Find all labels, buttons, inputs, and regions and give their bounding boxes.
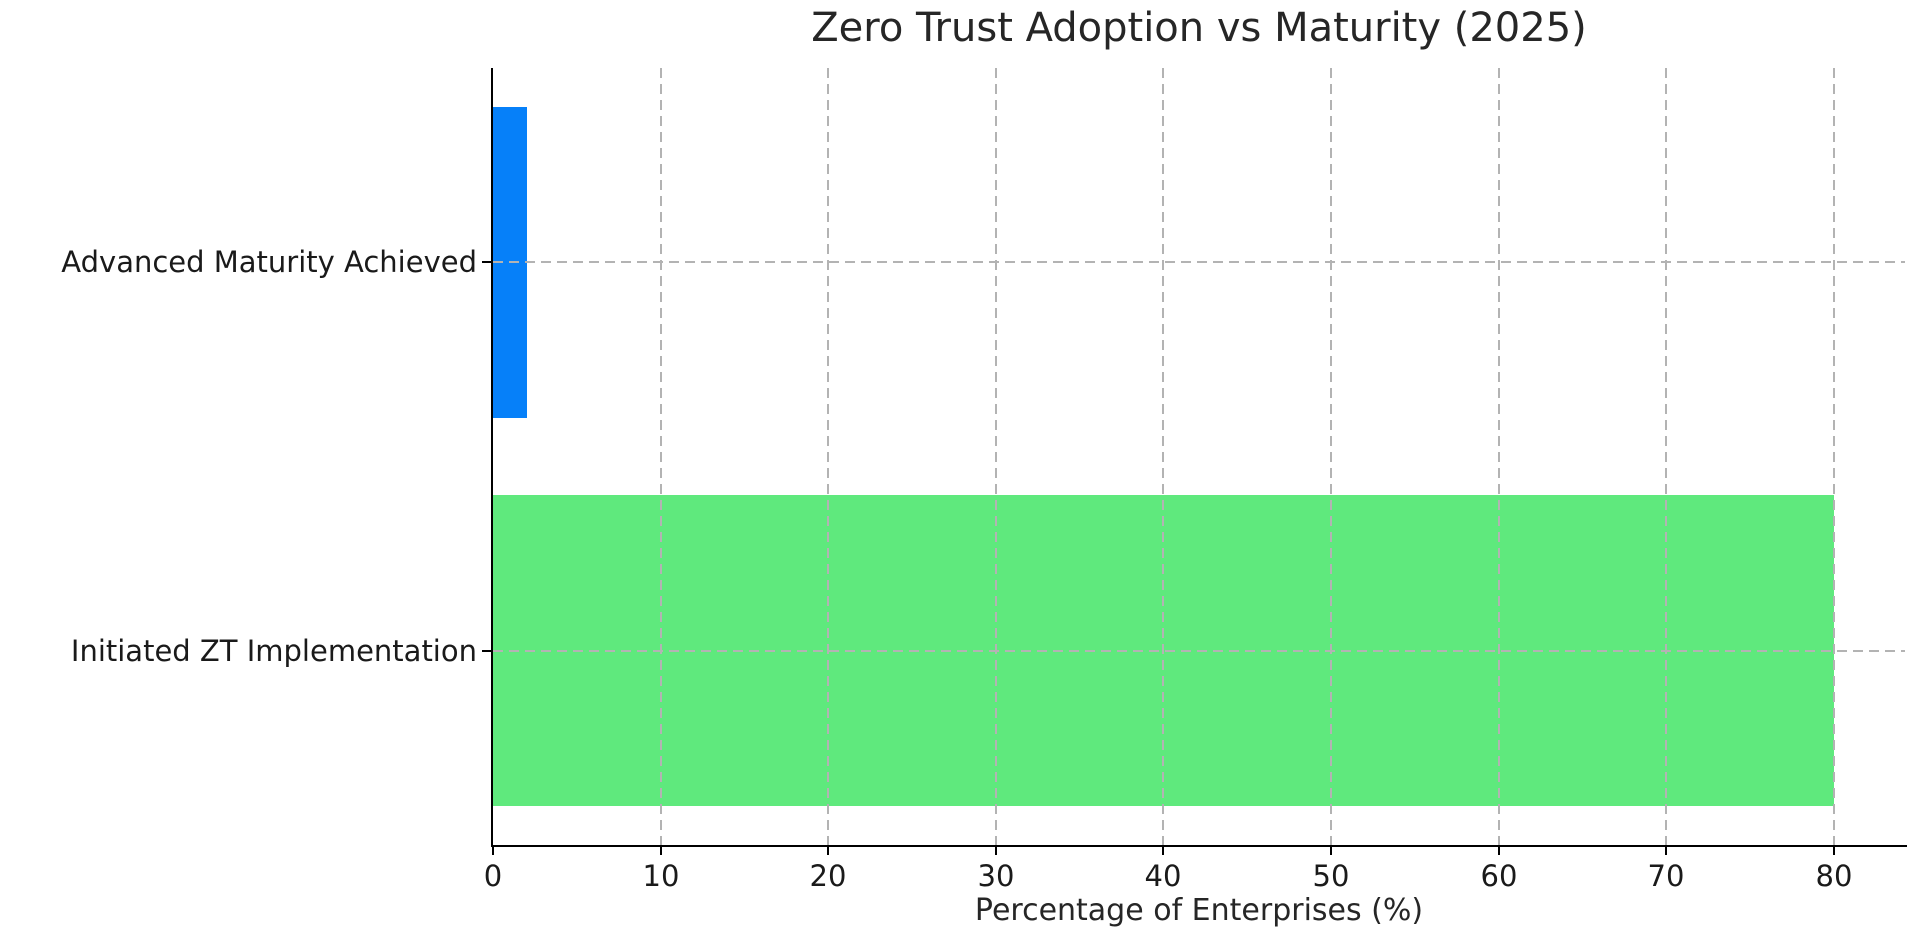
x-tick-mark-30 xyxy=(995,847,997,855)
x-tick-label-60: 60 xyxy=(1480,859,1518,893)
v-gridline-40 xyxy=(1162,68,1164,845)
v-gridline-80 xyxy=(1833,68,1835,845)
v-gridline-20 xyxy=(827,68,829,845)
v-gridline-50 xyxy=(1330,68,1332,845)
v-gridline-10 xyxy=(660,68,662,845)
v-gridline-60 xyxy=(1498,68,1500,845)
x-tick-label-50: 50 xyxy=(1312,859,1350,893)
y-tick-mark-0 xyxy=(482,261,491,263)
x-tick-label-20: 20 xyxy=(809,859,847,893)
plot-area: Advanced Maturity Achieved Initiated ZT I… xyxy=(61,68,1905,893)
v-gridline-30 xyxy=(995,68,997,845)
h-gridline-1 xyxy=(493,650,1905,652)
y-tick-mark-1 xyxy=(482,650,491,652)
chart-title: Zero Trust Adoption vs Maturity (2025) xyxy=(811,5,1587,51)
x-axis-spine xyxy=(491,845,1907,847)
x-tick-mark-20 xyxy=(827,847,829,855)
x-tick-label-70: 70 xyxy=(1647,859,1685,893)
x-tick-mark-70 xyxy=(1665,847,1667,855)
x-axis-label: Percentage of Enterprises (%) xyxy=(974,893,1424,928)
x-tick-mark-50 xyxy=(1330,847,1332,855)
x-tick-label-10: 10 xyxy=(642,859,680,893)
x-tick-label-40: 40 xyxy=(1144,859,1182,893)
x-tick-mark-80 xyxy=(1833,847,1835,855)
x-tick-mark-0 xyxy=(492,847,494,855)
y-tick-label-1: Initiated ZT Implementation xyxy=(70,634,477,668)
h-gridline-0 xyxy=(493,261,1905,263)
x-tick-mark-10 xyxy=(660,847,662,855)
x-tick-mark-60 xyxy=(1498,847,1500,855)
x-tick-label-30: 30 xyxy=(977,859,1015,893)
y-axis-spine xyxy=(491,68,493,847)
v-gridline-70 xyxy=(1665,68,1667,845)
x-tick-mark-40 xyxy=(1162,847,1164,855)
x-tick-label-0: 0 xyxy=(483,859,503,893)
y-tick-label-0: Advanced Maturity Achieved xyxy=(61,245,477,279)
x-tick-label-80: 80 xyxy=(1815,859,1853,893)
